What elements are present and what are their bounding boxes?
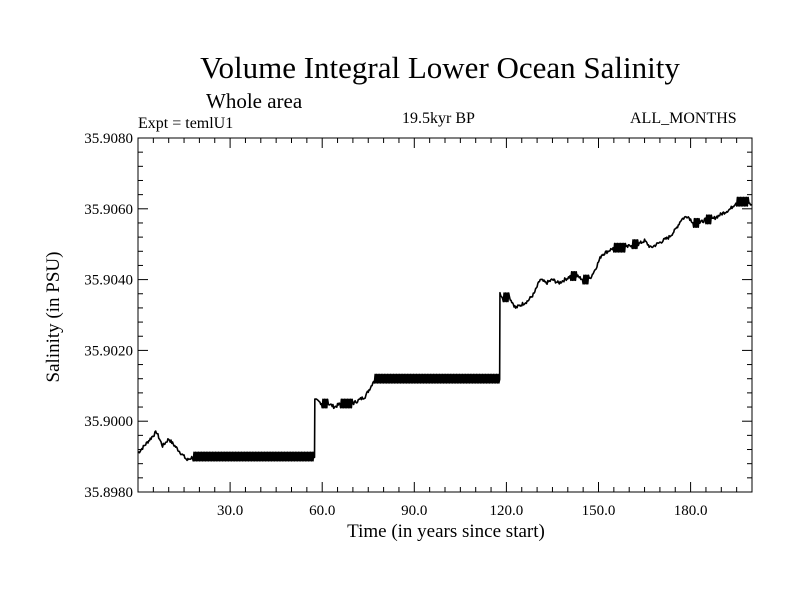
x-tick-label: 60.0 — [309, 503, 335, 519]
series-line-salinity — [137, 196, 753, 462]
x-tick-label: 30.0 — [217, 503, 243, 519]
x-tick-label: 180.0 — [674, 503, 708, 519]
series-layer — [137, 196, 753, 462]
period-label: 19.5kyr BP — [402, 110, 475, 127]
y-tick-label: 35.9020 — [84, 343, 133, 359]
ticks-layer: 30.0 60.0 90.0 120.0 150.0 180.0 35.8980 35.900… — [84, 131, 752, 519]
x-tick-label: 120.0 — [490, 503, 524, 519]
chart-title: Volume Integral Lower Ocean Salinity — [200, 50, 680, 85]
y-tick-label: 35.9000 — [84, 414, 133, 430]
y-tick-label: 35.9040 — [84, 273, 133, 289]
y-tick-label: 35.9060 — [84, 202, 133, 218]
chart-subtitle: Whole area — [206, 89, 303, 113]
x-axis-label: Time (in years since start) — [347, 521, 545, 542]
experiment-label: Expt = temlU1 — [138, 115, 234, 132]
y-tick-label: 35.8980 — [84, 485, 133, 501]
x-tick-label: 90.0 — [401, 503, 427, 519]
x-tick-label: 150.0 — [582, 503, 616, 519]
y-tick-label: 35.9080 — [84, 131, 133, 147]
months-label: ALL_MONTHS — [630, 110, 737, 127]
plot-frame — [137, 137, 753, 493]
